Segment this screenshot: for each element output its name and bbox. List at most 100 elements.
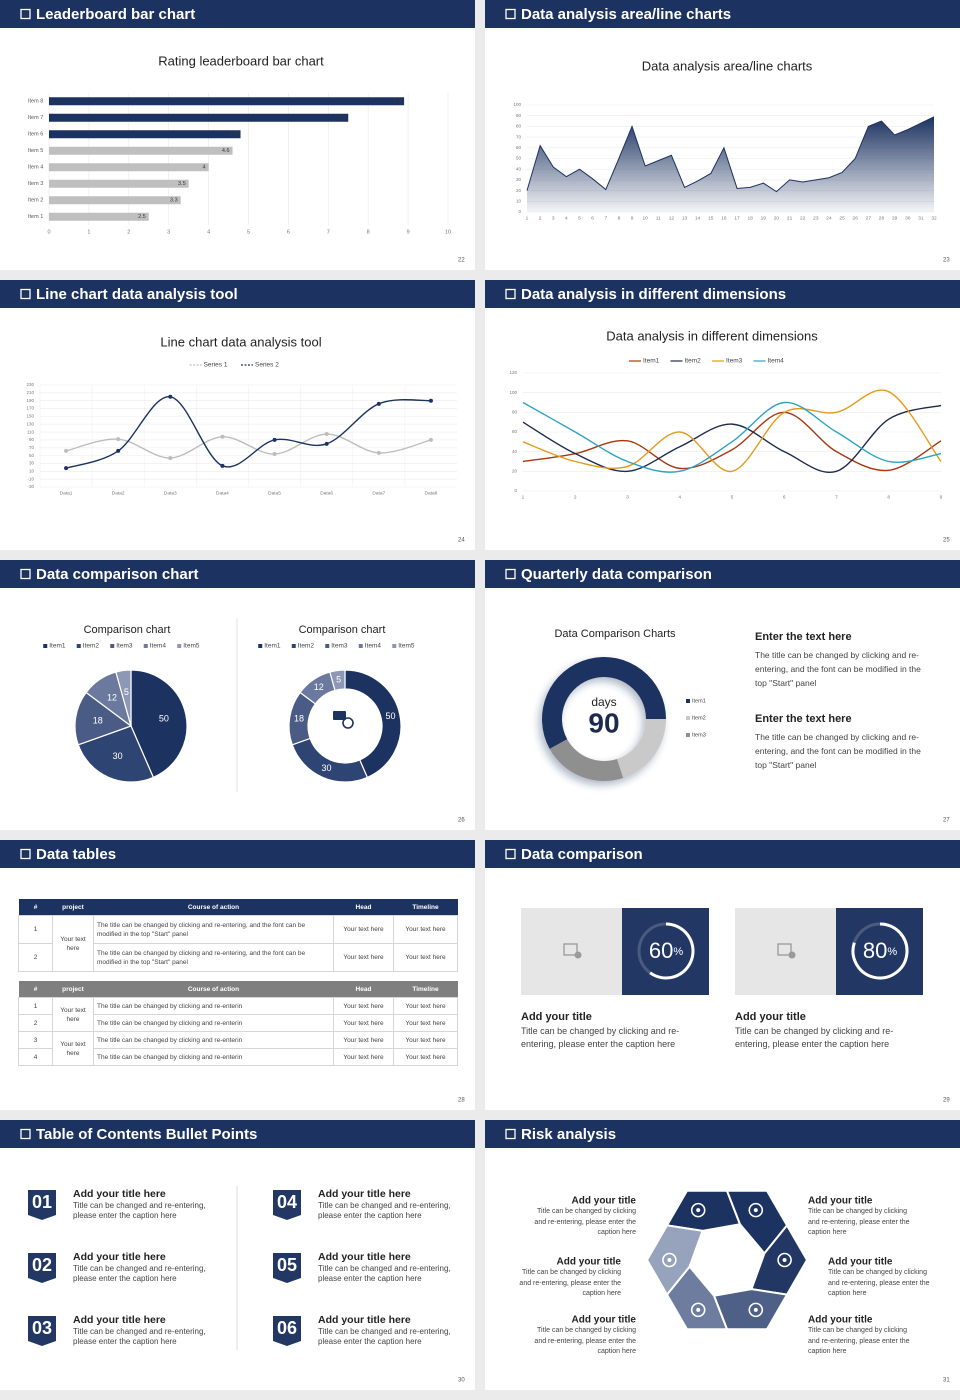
number-badge — [273, 1316, 301, 1346]
legend-label: Item1 — [49, 643, 66, 650]
x-tick-label: 6 — [287, 229, 290, 235]
chart-title: Rating leaderboard bar chart — [158, 53, 324, 68]
y-tick-label: -30 — [27, 484, 34, 489]
x-tick-label: 3 — [552, 215, 555, 221]
x-tick-label: 9 — [631, 215, 634, 221]
legend-swatch — [392, 644, 397, 648]
data-label: 5 — [124, 687, 129, 697]
legend-label: Item3 — [726, 358, 743, 365]
slide: Data comparison chart 26 Comparison chart 5… — [0, 560, 475, 830]
data-label: 5 — [336, 674, 341, 684]
row-number: 4 — [18, 1048, 53, 1066]
legend-label: Item5 — [183, 643, 200, 650]
legend-swatch — [143, 644, 148, 648]
header-row: # project Course of action Head Timeline — [18, 899, 458, 916]
series-line — [522, 389, 942, 473]
y-tick-label: 60 — [516, 145, 522, 150]
segment-icon-dot — [782, 1258, 787, 1262]
x-tick-label: 4 — [565, 215, 568, 221]
point — [324, 432, 329, 437]
x-tick-label: 6 — [783, 494, 786, 500]
slide: Data analysis in different dimensions25D… — [485, 280, 960, 550]
slide-header — [0, 280, 475, 308]
legend-label: Item3 — [331, 643, 348, 650]
series-line — [65, 396, 431, 469]
donut-segment — [616, 719, 666, 778]
point — [324, 441, 329, 446]
legend-label: Item3 — [116, 643, 133, 650]
slide-background — [0, 280, 475, 550]
x-tick-label: 10 — [642, 215, 648, 221]
series-line — [522, 411, 942, 472]
chart-title: Comparison chart — [299, 624, 386, 636]
table-cell: Your text here — [333, 943, 394, 972]
risk-title: Add your title — [828, 1257, 893, 1268]
x-tick-label: 7 — [604, 215, 607, 221]
y-tick-label: Item 2 — [28, 198, 43, 204]
slide-header — [0, 1120, 475, 1148]
project-cell: Your text here — [52, 997, 94, 1032]
risk-title: Add your title — [572, 1315, 637, 1326]
slide-title: Data analysis in different dimensions — [521, 286, 786, 303]
legend-label: Item2 — [692, 715, 706, 721]
badge-number: 05 — [277, 1255, 297, 1275]
y-tick-label: Item 6 — [28, 132, 43, 138]
center-label: days — [591, 695, 616, 709]
x-tick-label: Data2 — [112, 490, 125, 496]
y-tick-label: 40 — [512, 449, 518, 454]
number-badge — [28, 1316, 56, 1346]
y-tick-label: Item 4 — [28, 165, 43, 171]
data-table: # project Course of action Head Timeline 1 You… — [18, 981, 458, 1066]
table-cell: Your text here — [393, 915, 458, 944]
series-line — [522, 404, 942, 474]
x-tick-label: 8 — [367, 229, 370, 235]
percent-text: 80% — [863, 938, 897, 963]
header-icon — [20, 848, 31, 860]
item-title: Add your title here — [318, 1188, 411, 1200]
y-tick-label: 110 — [27, 429, 35, 434]
x-tick-label: 27 — [866, 215, 872, 221]
item-title: Add your title here — [318, 1251, 411, 1263]
legend-swatch — [325, 644, 330, 648]
card-text: Title can be changed by clicking and re-… — [521, 1026, 680, 1049]
risk-title: Add your title — [808, 1315, 873, 1326]
note-title: Enter the text here — [755, 713, 852, 725]
y-tick-label: 30 — [516, 177, 522, 182]
point — [376, 401, 381, 406]
chart-title: Data Comparison Charts — [554, 628, 676, 640]
item-title: Add your title here — [73, 1251, 166, 1263]
table-cell: The title can be changed by clicking and… — [93, 997, 334, 1015]
table-cell: Your text here — [393, 1048, 458, 1066]
header-icon — [505, 1128, 516, 1140]
x-tick-label: 5 — [731, 494, 734, 500]
x-tick-label: 3 — [167, 229, 170, 235]
slide-background — [485, 1120, 960, 1390]
slide-header — [485, 560, 960, 588]
y-tick-label: Item 3 — [28, 181, 43, 187]
series-line — [522, 401, 942, 473]
x-tick-label: 12 — [669, 215, 675, 221]
row-number: 1 — [18, 915, 53, 944]
bar — [49, 163, 209, 172]
slide: Data tables 28 — [0, 840, 475, 1110]
note-text: The title can be changed by clicking and… — [755, 732, 921, 770]
point — [64, 466, 69, 471]
image-icon — [777, 943, 792, 956]
icon-head — [342, 717, 354, 729]
header-cell: Head — [333, 899, 394, 916]
table-cell: The title can be changed by clicking and… — [93, 915, 334, 944]
legend-swatch — [686, 716, 690, 720]
image-placeholder — [521, 908, 622, 995]
header-icon — [20, 288, 31, 300]
point — [220, 434, 225, 439]
slide: Risk analysis 31 Add your title Add your ti… — [485, 1120, 960, 1390]
x-tick-label: Data6 — [320, 490, 333, 496]
slide-header — [485, 0, 960, 28]
y-tick-label: 40 — [516, 166, 522, 171]
point — [272, 452, 277, 457]
header-row: # project Course of action Head Timeline — [18, 981, 458, 998]
slide: Line chart data analysis tool 24 Line char… — [0, 280, 475, 550]
bar — [49, 113, 349, 122]
bar — [49, 97, 405, 106]
card-title: Add your title — [735, 1011, 806, 1023]
